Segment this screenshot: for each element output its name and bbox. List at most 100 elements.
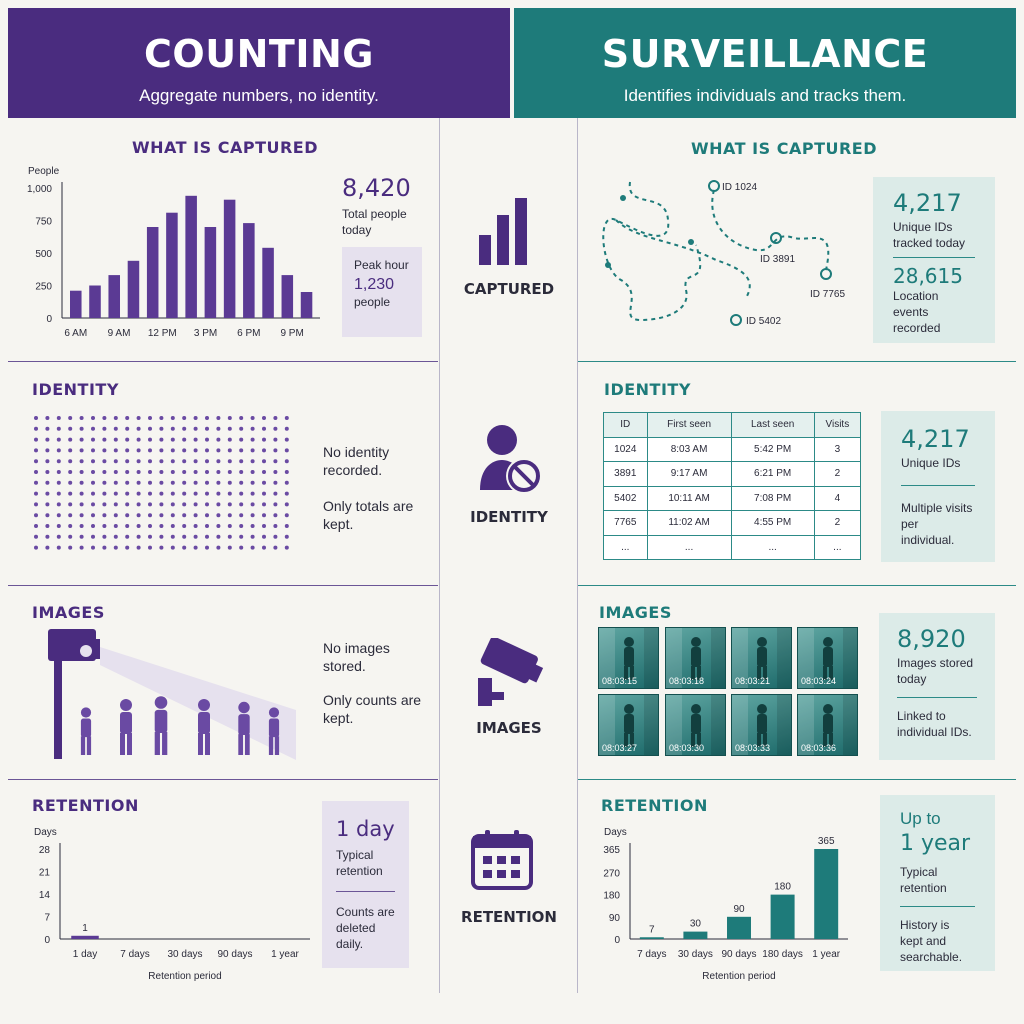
count-dot: [250, 513, 255, 518]
count-dot: [239, 459, 244, 464]
table-row: 7765 11:02 AM 4:55 PM 2: [603, 510, 862, 536]
count-dot: [170, 470, 175, 474]
count-dot: [136, 426, 141, 431]
count-dot: [262, 437, 266, 442]
camera-frame: 08:03:15: [598, 627, 659, 689]
bar-data-label: 1: [82, 923, 88, 934]
y-tick-label: 0: [44, 935, 50, 946]
count-dot: [79, 416, 84, 420]
count-dot: [113, 448, 118, 453]
count-dot: [79, 491, 84, 496]
count-dot: [113, 513, 118, 518]
person-figure-icon: [80, 707, 92, 755]
total-people-stat: 8,420 Total people today: [342, 174, 432, 238]
table-cell: 4:55 PM: [730, 510, 815, 536]
row-divider-left-1: [8, 361, 438, 362]
count-dot: [45, 524, 50, 528]
calendar-icon: [471, 830, 533, 890]
counting-retention-label: Typical retention: [336, 848, 383, 878]
count-dot: [34, 459, 38, 464]
count-dot: [56, 513, 61, 518]
count-dot: [45, 502, 50, 507]
count-dot: [91, 534, 95, 539]
counting-subtitle: Aggregate numbers, no identity.: [139, 86, 379, 105]
images-note-2: Only counts are kept.: [323, 692, 422, 726]
count-dot: [262, 416, 266, 420]
count-dot: [239, 524, 244, 528]
table-header: Last seen: [730, 412, 815, 438]
bar: [223, 199, 236, 318]
count-dot: [284, 437, 289, 442]
count-dot: [148, 480, 152, 485]
count-dot: [273, 524, 278, 528]
count-dot: [216, 545, 221, 550]
count-dot: [79, 534, 84, 539]
count-dot: [68, 480, 73, 485]
count-dot: [136, 437, 141, 442]
count-dot: [148, 470, 152, 474]
count-dot: [205, 470, 209, 474]
count-dot: [170, 459, 175, 464]
y-tick-label: 365: [603, 845, 620, 856]
count-dot: [56, 470, 61, 474]
count-dot: [45, 459, 50, 464]
bar-data-label: 30: [690, 919, 702, 930]
count-dot: [227, 437, 232, 442]
count-dot: [193, 426, 198, 431]
count-dot: [102, 545, 107, 550]
count-dot: [34, 416, 38, 420]
count-dot: [113, 416, 118, 420]
count-dot: [239, 416, 244, 420]
count-dot: [170, 480, 175, 485]
count-dot: [45, 426, 50, 431]
count-dot: [148, 437, 152, 442]
count-dot: [34, 534, 38, 539]
count-dot: [227, 502, 232, 507]
count-dot: [193, 437, 198, 442]
count-dot: [273, 459, 278, 464]
table-cell: 2: [813, 510, 862, 536]
count-dot: [79, 502, 84, 507]
count-dot: [273, 470, 278, 474]
count-dot: [125, 502, 130, 507]
count-dot: [68, 470, 73, 474]
count-dot: [102, 459, 107, 464]
y-tick-label: 500: [35, 249, 52, 260]
count-dot: [262, 426, 266, 431]
count-dot: [159, 426, 164, 431]
count-dot: [68, 416, 73, 420]
y-tick-label: 7: [44, 913, 50, 924]
count-dot: [102, 491, 107, 496]
count-dot: [136, 545, 141, 550]
row-divider-right-2: [578, 585, 1016, 586]
count-dot: [170, 437, 175, 442]
identity-tracking-table: ID First seen Last seen Visits 1024 8:03…: [603, 412, 862, 560]
y-tick-label: 1,000: [27, 184, 52, 195]
count-dot: [227, 513, 232, 518]
y-tick-label: 0: [614, 935, 620, 946]
table-header-row: ID First seen Last seen Visits: [603, 412, 862, 438]
table-header: ID: [603, 412, 648, 438]
x-tick-label: 9 PM: [280, 328, 303, 339]
count-dot: [250, 534, 255, 539]
count-dot: [68, 524, 73, 528]
count-dot: [56, 524, 61, 528]
count-dot: [136, 470, 141, 474]
retention-chart-surveillance: Days 0 90 180 270 365 7 7 days 30 30 days 90 90 day…: [603, 827, 848, 982]
count-dot: [159, 513, 164, 518]
frame-timestamp: 08:03:36: [801, 743, 837, 753]
peak-hour-value: 1,230: [354, 276, 395, 293]
count-dot: [102, 437, 107, 442]
count-dot: [68, 513, 73, 518]
count-dot: [262, 480, 266, 485]
count-dot: [193, 459, 198, 464]
count-dot: [56, 545, 61, 550]
retention-mid-label: RETENTION: [461, 908, 557, 926]
count-dot: [159, 416, 164, 420]
count-dot: [170, 491, 175, 496]
table-row: 5402 10:11 AM 7:08 PM 4: [603, 485, 862, 511]
count-dot: [102, 416, 107, 420]
x-tick-label: 3 PM: [194, 328, 217, 339]
count-dot: [91, 480, 95, 485]
count-dot: [216, 491, 221, 496]
